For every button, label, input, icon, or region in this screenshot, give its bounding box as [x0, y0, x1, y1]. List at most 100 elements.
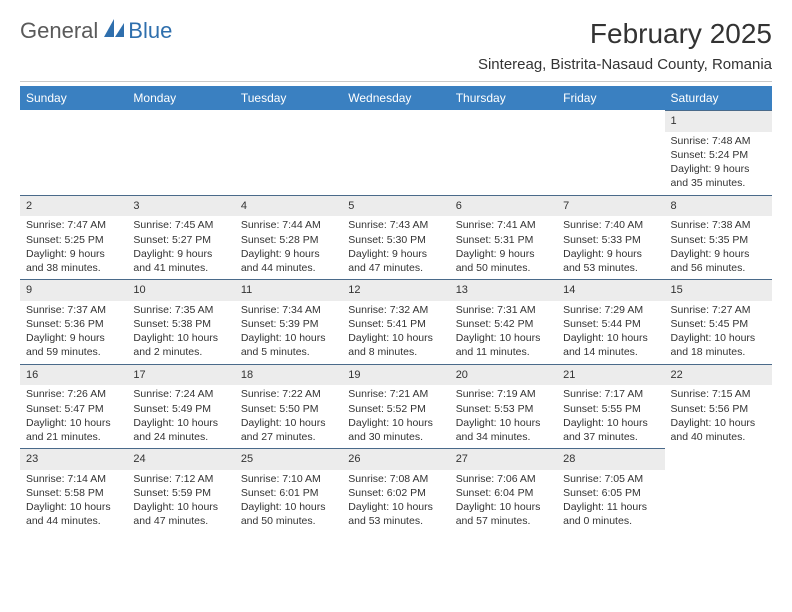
header: General Blue February 2025 Sintereag, Bi… — [20, 18, 772, 73]
calendar-cell: 16Sunrise: 7:26 AMSunset: 5:47 PMDayligh… — [20, 364, 127, 449]
day-line: Sunrise: 7:45 AM — [133, 218, 228, 232]
day-body: Sunrise: 7:47 AMSunset: 5:25 PMDaylight:… — [20, 218, 127, 279]
day-number: 4 — [235, 195, 342, 217]
calendar-cell: 19Sunrise: 7:21 AMSunset: 5:52 PMDayligh… — [342, 364, 449, 449]
calendar-cell: 1Sunrise: 7:48 AMSunset: 5:24 PMDaylight… — [665, 110, 772, 195]
day-line: Sunrise: 7:10 AM — [241, 472, 336, 486]
day-line: Daylight: 11 hours — [563, 500, 658, 514]
day-body: Sunrise: 7:38 AMSunset: 5:35 PMDaylight:… — [665, 218, 772, 279]
day-number: 16 — [20, 364, 127, 386]
day-line: and 37 minutes. — [563, 430, 658, 444]
day-header: Monday — [127, 86, 234, 110]
day-number: 11 — [235, 279, 342, 301]
calendar-cell — [235, 110, 342, 195]
day-line: Sunset: 5:41 PM — [348, 317, 443, 331]
day-body: Sunrise: 7:22 AMSunset: 5:50 PMDaylight:… — [235, 387, 342, 448]
day-line: Daylight: 9 hours — [348, 247, 443, 261]
calendar-cell: 18Sunrise: 7:22 AMSunset: 5:50 PMDayligh… — [235, 364, 342, 449]
day-line: Sunrise: 7:24 AM — [133, 387, 228, 401]
day-header: Friday — [557, 86, 664, 110]
day-number: 20 — [450, 364, 557, 386]
day-line: and 5 minutes. — [241, 345, 336, 359]
day-header: Wednesday — [342, 86, 449, 110]
day-line: Daylight: 9 hours — [456, 247, 551, 261]
day-body: Sunrise: 7:26 AMSunset: 5:47 PMDaylight:… — [20, 387, 127, 448]
day-line: Sunset: 5:35 PM — [671, 233, 766, 247]
day-body: Sunrise: 7:43 AMSunset: 5:30 PMDaylight:… — [342, 218, 449, 279]
day-line: Daylight: 10 hours — [563, 416, 658, 430]
day-body: Sunrise: 7:24 AMSunset: 5:49 PMDaylight:… — [127, 387, 234, 448]
day-body: Sunrise: 7:08 AMSunset: 6:02 PMDaylight:… — [342, 472, 449, 533]
day-line: Sunrise: 7:41 AM — [456, 218, 551, 232]
day-line: and 8 minutes. — [348, 345, 443, 359]
day-line: Sunset: 5:39 PM — [241, 317, 336, 331]
calendar-cell: 20Sunrise: 7:19 AMSunset: 5:53 PMDayligh… — [450, 364, 557, 449]
title-block: February 2025 Sintereag, Bistrita-Nasaud… — [478, 18, 772, 73]
day-line: and 44 minutes. — [241, 261, 336, 275]
day-header: Thursday — [450, 86, 557, 110]
day-number: 18 — [235, 364, 342, 386]
day-number: 14 — [557, 279, 664, 301]
day-body: Sunrise: 7:10 AMSunset: 6:01 PMDaylight:… — [235, 472, 342, 533]
day-line: Sunrise: 7:06 AM — [456, 472, 551, 486]
calendar-cell: 24Sunrise: 7:12 AMSunset: 5:59 PMDayligh… — [127, 448, 234, 533]
calendar-cell — [665, 448, 772, 533]
calendar-cell: 2Sunrise: 7:47 AMSunset: 5:25 PMDaylight… — [20, 195, 127, 280]
day-header: Saturday — [665, 86, 772, 110]
day-line: Daylight: 9 hours — [26, 331, 121, 345]
day-line: and 14 minutes. — [563, 345, 658, 359]
day-line: and 47 minutes. — [133, 514, 228, 528]
logo: General Blue — [20, 18, 172, 44]
day-line: Sunrise: 7:08 AM — [348, 472, 443, 486]
day-number: 22 — [665, 364, 772, 386]
day-number: 19 — [342, 364, 449, 386]
day-line: Daylight: 10 hours — [241, 416, 336, 430]
day-line: Daylight: 10 hours — [563, 331, 658, 345]
calendar-week: 1Sunrise: 7:48 AMSunset: 5:24 PMDaylight… — [20, 110, 772, 195]
day-line: Sunset: 5:47 PM — [26, 402, 121, 416]
day-line: Daylight: 10 hours — [348, 416, 443, 430]
day-body: Sunrise: 7:37 AMSunset: 5:36 PMDaylight:… — [20, 303, 127, 364]
calendar-week: 2Sunrise: 7:47 AMSunset: 5:25 PMDaylight… — [20, 195, 772, 280]
day-line: Daylight: 9 hours — [241, 247, 336, 261]
day-line: and 38 minutes. — [26, 261, 121, 275]
day-line: Daylight: 10 hours — [241, 500, 336, 514]
day-line: and 18 minutes. — [671, 345, 766, 359]
day-line: Sunrise: 7:17 AM — [563, 387, 658, 401]
day-body: Sunrise: 7:19 AMSunset: 5:53 PMDaylight:… — [450, 387, 557, 448]
calendar-cell: 7Sunrise: 7:40 AMSunset: 5:33 PMDaylight… — [557, 195, 664, 280]
day-line: Sunset: 6:05 PM — [563, 486, 658, 500]
day-number: 2 — [20, 195, 127, 217]
day-number: 8 — [665, 195, 772, 217]
calendar-cell: 25Sunrise: 7:10 AMSunset: 6:01 PMDayligh… — [235, 448, 342, 533]
day-body: Sunrise: 7:40 AMSunset: 5:33 PMDaylight:… — [557, 218, 664, 279]
day-body: Sunrise: 7:06 AMSunset: 6:04 PMDaylight:… — [450, 472, 557, 533]
day-line: and 56 minutes. — [671, 261, 766, 275]
day-number: 28 — [557, 448, 664, 470]
day-line: and 59 minutes. — [26, 345, 121, 359]
day-number: 6 — [450, 195, 557, 217]
day-body: Sunrise: 7:15 AMSunset: 5:56 PMDaylight:… — [665, 387, 772, 448]
day-line: Daylight: 10 hours — [26, 500, 121, 514]
day-line: and 30 minutes. — [348, 430, 443, 444]
day-line: and 47 minutes. — [348, 261, 443, 275]
day-line: and 34 minutes. — [456, 430, 551, 444]
day-number: 3 — [127, 195, 234, 217]
day-line: Daylight: 9 hours — [26, 247, 121, 261]
day-line: Daylight: 9 hours — [133, 247, 228, 261]
calendar-cell: 14Sunrise: 7:29 AMSunset: 5:44 PMDayligh… — [557, 279, 664, 364]
day-body: Sunrise: 7:48 AMSunset: 5:24 PMDaylight:… — [665, 134, 772, 195]
day-body: Sunrise: 7:44 AMSunset: 5:28 PMDaylight:… — [235, 218, 342, 279]
calendar-cell: 6Sunrise: 7:41 AMSunset: 5:31 PMDaylight… — [450, 195, 557, 280]
calendar-cell — [557, 110, 664, 195]
day-number: 23 — [20, 448, 127, 470]
calendar-cell: 10Sunrise: 7:35 AMSunset: 5:38 PMDayligh… — [127, 279, 234, 364]
day-line: Sunset: 5:44 PM — [563, 317, 658, 331]
day-body: Sunrise: 7:32 AMSunset: 5:41 PMDaylight:… — [342, 303, 449, 364]
day-line: and 53 minutes. — [348, 514, 443, 528]
day-line: Sunset: 5:59 PM — [133, 486, 228, 500]
day-number: 9 — [20, 279, 127, 301]
day-body: Sunrise: 7:45 AMSunset: 5:27 PMDaylight:… — [127, 218, 234, 279]
day-line: Sunrise: 7:48 AM — [671, 134, 766, 148]
day-line: and 40 minutes. — [671, 430, 766, 444]
